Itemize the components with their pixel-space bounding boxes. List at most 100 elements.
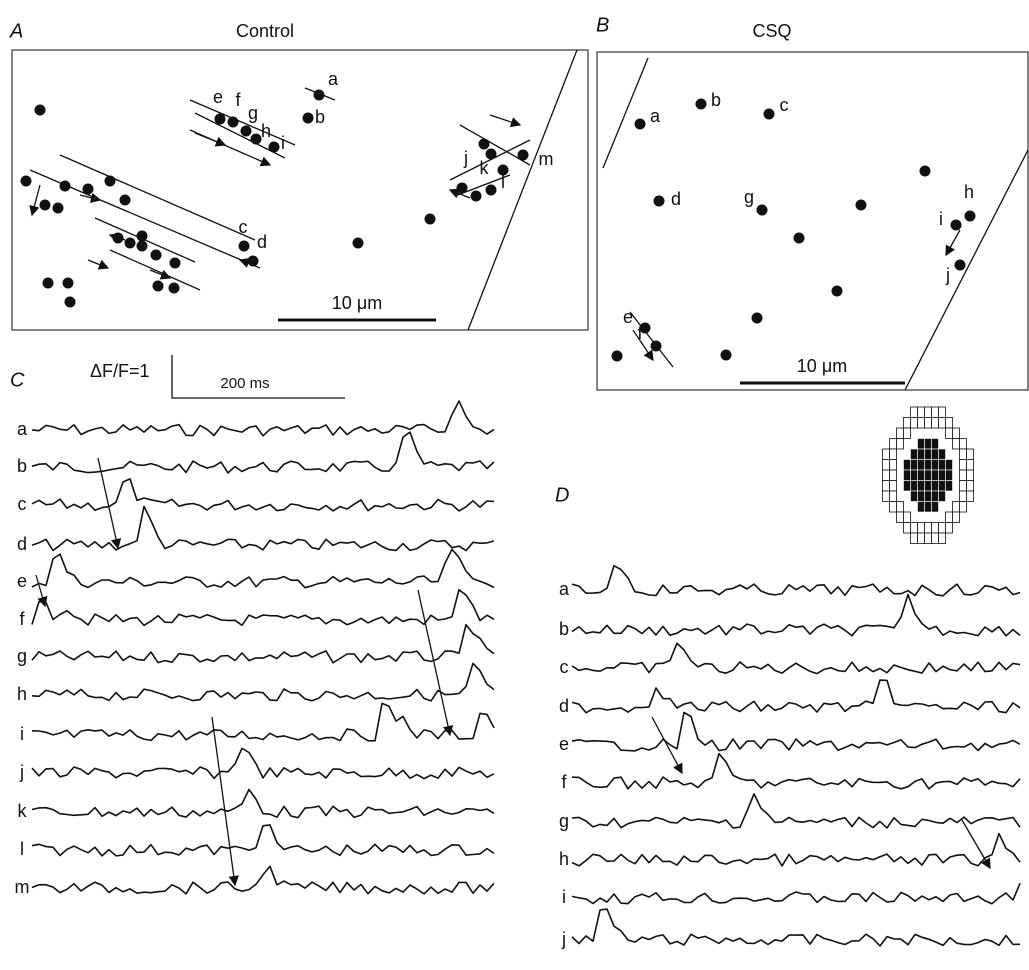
site-dot: [241, 126, 252, 137]
mask-pixel: [911, 481, 918, 492]
scale-label: ΔF/F=1: [90, 361, 150, 381]
mask-pixel: [918, 470, 925, 481]
mask-pixel: [932, 418, 939, 429]
mask-pixel: [960, 481, 967, 492]
trace: [572, 643, 1020, 673]
site-dot: [125, 238, 136, 249]
mask-pixel: [967, 449, 974, 460]
site-dot: [612, 351, 623, 362]
mask-pixel: [960, 439, 967, 450]
panel-label: B: [596, 14, 609, 36]
trace: [572, 595, 1020, 636]
mask-pixel: [918, 418, 925, 429]
site-label: m: [539, 149, 554, 169]
trace: [572, 909, 1020, 946]
mask-pixel: [925, 533, 932, 544]
mask-pixel: [932, 481, 939, 492]
mask-pixel: [960, 460, 967, 471]
site-label: d: [257, 232, 267, 252]
panel-title: CSQ: [752, 21, 791, 41]
site-label: l: [501, 172, 505, 192]
trace: [572, 566, 1020, 596]
site-dot: [35, 105, 46, 116]
site-dot: [53, 203, 64, 214]
mask-pixel: [883, 460, 890, 471]
trace-label: e: [559, 734, 569, 754]
site-dot: [721, 350, 732, 361]
mask-pixel: [967, 460, 974, 471]
trace: [32, 479, 494, 511]
scale-label: 10 μm: [332, 293, 382, 313]
mask-pixel: [897, 439, 904, 450]
trace-label: b: [559, 619, 569, 639]
mask-pixel: [925, 502, 932, 513]
mask-pixel: [932, 449, 939, 460]
mask-pixel: [939, 407, 946, 418]
trace-label: i: [20, 724, 24, 744]
mask-pixel: [932, 439, 939, 450]
mask-pixel: [946, 512, 953, 523]
trace-label: j: [19, 762, 24, 782]
mask-pixel: [939, 533, 946, 544]
mask-pixel: [925, 407, 932, 418]
site-dot: [486, 185, 497, 196]
arrow: [212, 717, 235, 885]
site-dot: [856, 200, 867, 211]
mask-pixel: [883, 470, 890, 481]
arrow: [946, 230, 960, 255]
site-dot: [757, 205, 768, 216]
mask-pixel: [897, 502, 904, 513]
arrow: [418, 590, 450, 735]
trace-label: f: [19, 609, 25, 629]
site-label: i: [939, 209, 943, 229]
mask-pixel: [890, 449, 897, 460]
trace: [572, 883, 1020, 903]
trace-label: f: [561, 772, 567, 792]
site-label: e: [213, 87, 223, 107]
mask-pixel: [911, 460, 918, 471]
mask-pixel: [932, 502, 939, 513]
mask-pixel: [911, 470, 918, 481]
mask-pixel: [925, 460, 932, 471]
trace: [32, 825, 494, 856]
mask-pixel: [946, 523, 953, 534]
site-dot: [951, 220, 962, 231]
trace-label: g: [559, 811, 569, 831]
mask-pixel: [967, 470, 974, 481]
mask-pixel: [918, 439, 925, 450]
site-label: h: [964, 182, 974, 202]
site-dot: [137, 241, 148, 252]
site-label: a: [650, 106, 661, 126]
guide-line: [450, 140, 530, 180]
mask-pixel: [890, 460, 897, 471]
trace: [572, 680, 1020, 713]
site-label: j: [463, 148, 468, 168]
site-dot: [151, 250, 162, 261]
mask-pixel: [946, 470, 953, 481]
trace-label: g: [17, 646, 27, 666]
guide-line: [95, 218, 195, 262]
trace: [32, 625, 494, 663]
mask-pixel: [925, 470, 932, 481]
trace: [32, 663, 494, 701]
mask-pixel: [890, 481, 897, 492]
site-label: e: [623, 307, 633, 327]
mask-pixel: [960, 491, 967, 502]
trace: [32, 401, 494, 436]
site-label: a: [328, 69, 339, 89]
trace-label: e: [17, 571, 27, 591]
panel-frame: [597, 52, 1028, 390]
mask-pixel: [939, 481, 946, 492]
mask-pixel: [904, 512, 911, 523]
site-label: k: [480, 158, 490, 178]
trace-label: j: [561, 929, 566, 949]
site-label: h: [261, 121, 271, 141]
trace-label: c: [560, 657, 569, 677]
trace-label: k: [18, 801, 28, 821]
mask-pixel: [932, 533, 939, 544]
mask-pixel: [890, 502, 897, 513]
arrow: [32, 185, 40, 215]
mask-pixel: [890, 470, 897, 481]
mask-pixel: [918, 481, 925, 492]
mask-pixel: [904, 523, 911, 534]
